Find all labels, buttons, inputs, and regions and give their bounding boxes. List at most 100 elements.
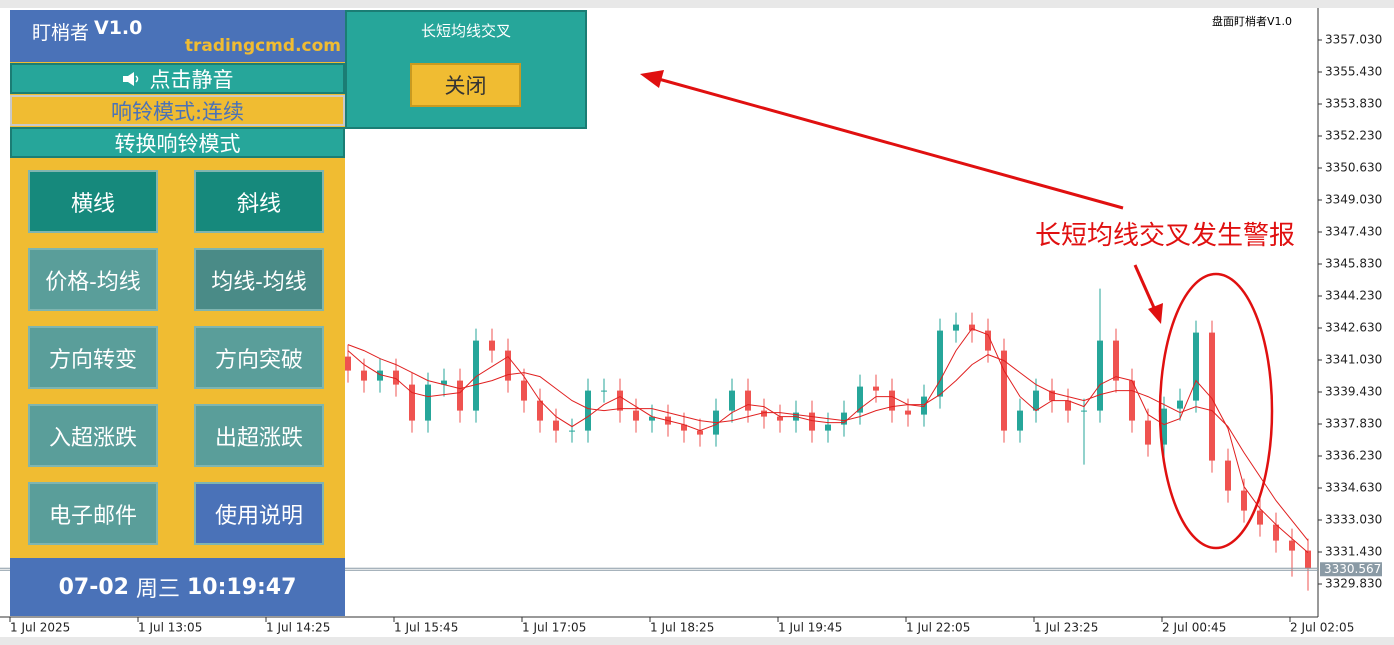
y-tick-label: 3353.830 [1325,97,1382,111]
tool-button[interactable]: 横线 [28,170,158,233]
y-tick-label: 3345.830 [1325,257,1382,271]
moving-average [347,327,1309,553]
x-tick-label: 1 Jul 2025 [10,621,70,635]
mute-label: 点击静音 [149,67,234,92]
mute-button[interactable]: 点击静音 [10,63,345,94]
y-tick-label: 3331.430 [1325,545,1382,559]
candle-body [1161,408,1167,445]
switch-ring-button[interactable]: 转换响铃模式 [10,127,345,158]
tool-button[interactable]: 使用说明 [194,482,324,545]
date: 07-02 [58,574,129,600]
top-strip [0,0,1394,8]
candle-body [1257,510,1263,525]
candle-body [473,340,479,411]
candle-body [569,430,575,432]
tool-button[interactable]: 均线-均线 [194,248,324,311]
y-tick-label: 3333.030 [1325,513,1382,527]
candle-body [681,424,687,431]
weekday: 周三 [135,577,180,602]
y-tick-label: 3350.630 [1325,161,1382,175]
candle-body [857,386,863,413]
time: 10:19:47 [186,574,297,600]
candle-body [441,380,447,385]
candle-body [1305,550,1311,569]
x-tick-label: 2 Jul 02:05 [1290,621,1354,635]
clock: 07-02 周三 10:19:47 [10,558,345,616]
y-tick-label: 3355.430 [1325,65,1382,79]
header: 盯梢者 V1.0 tradingcmd.com [10,10,345,62]
candle-body [1033,390,1039,411]
y-tick-label: 3357.030 [1325,33,1382,47]
candle-body [425,384,431,421]
candle-body [633,410,639,421]
candle-body [409,384,415,421]
tool-button[interactable]: 入超涨跌 [28,404,158,467]
price-label: 3330.567 [1324,562,1381,576]
x-tick-label: 1 Jul 22:05 [906,621,970,635]
close-button[interactable]: 关闭 [410,63,521,107]
candle-body [841,412,847,425]
y-tick-label: 3344.230 [1325,289,1382,303]
candle-body [825,424,831,431]
candle-body [1049,390,1055,401]
y-tick-label: 3339.430 [1325,385,1382,399]
candle-body [969,324,975,331]
candle-body [777,416,783,421]
x-tick-label: 1 Jul 23:25 [1034,621,1098,635]
candle-body [537,400,543,421]
candle-body [921,396,927,415]
candle-body [457,380,463,411]
candle-body [393,370,399,385]
tool-button[interactable]: 电子邮件 [28,482,158,545]
candle-body [729,390,735,411]
plot: 3357.030 3355.430 3353.830 3352.230 3350.630… [0,33,1382,635]
y-tick-label: 3352.230 [1325,129,1382,143]
x-tick-label: 1 Jul 14:25 [266,621,330,635]
candle-body [617,390,623,411]
candle-body [889,390,895,411]
candle-body [1113,340,1119,381]
candle-body [873,386,879,391]
x-tick-label: 1 Jul 18:25 [650,621,714,635]
y-tick-label: 3329.830 [1325,577,1382,591]
ring-mode: 响铃模式:连续 [10,95,345,126]
tool-button[interactable]: 价格-均线 [28,248,158,311]
version: V1.0 [94,17,143,39]
y-tick-label: 3336.230 [1325,449,1382,463]
arrow-head [640,70,664,88]
candle-body [1177,400,1183,409]
tool-button[interactable]: 方向转变 [28,326,158,389]
y-tick-label: 3342.630 [1325,321,1382,335]
candle-body [505,350,511,381]
x-tick-label: 1 Jul 17:05 [522,621,586,635]
candle-body [1289,540,1295,551]
candle-body [553,420,559,431]
candle-body [1145,420,1151,445]
chart-title: 盘面盯梢者V1.0 [1212,14,1292,28]
candle-body [345,356,351,371]
popup-title: 长短均线交叉 [420,22,511,40]
tool-button[interactable]: 出超涨跌 [194,404,324,467]
candle-body [937,330,943,397]
tool-button[interactable]: 斜线 [194,170,324,233]
candle-body [601,390,607,392]
candle-body [521,380,527,401]
app-name: 盯梢者 [32,22,90,44]
speaker-icon [122,71,138,86]
site: tradingcmd.com [184,36,341,56]
candle-body [361,370,367,381]
candle-body [953,324,959,331]
price-tag [1320,562,1382,577]
arrow-head [1148,303,1163,324]
y-tick-label: 3341.030 [1325,353,1382,367]
x-tick-label: 1 Jul 13:05 [138,621,202,635]
tool-button[interactable]: 方向突破 [194,326,324,389]
candle-body [1001,350,1007,431]
candle-body [1193,332,1199,401]
candle-body [1225,460,1231,491]
y-tick-label: 3349.030 [1325,193,1382,207]
y-tick-label: 3347.430 [1325,225,1382,239]
candle-body [985,330,991,351]
